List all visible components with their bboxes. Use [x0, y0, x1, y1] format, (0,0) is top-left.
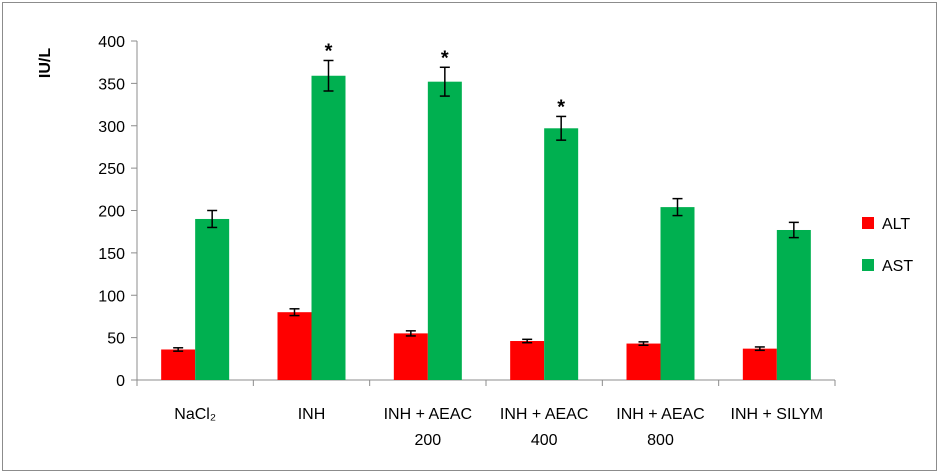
y-tick-label: 300: [98, 119, 125, 136]
bar-ast: [195, 218, 230, 380]
bar-ast: [544, 128, 579, 380]
significance-marker: *: [557, 96, 565, 118]
y-axis-label: IU/L: [37, 48, 54, 78]
legend-label-ast: AST: [882, 258, 913, 275]
bar-ast: [311, 75, 346, 380]
bar-alt: [161, 349, 196, 380]
x-tick-label: INH: [298, 406, 326, 423]
significance-marker: *: [441, 47, 449, 69]
x-tick-label: INH + AEAC: [616, 406, 704, 423]
bar-ast: [427, 81, 462, 381]
x-tick-label: 800: [647, 432, 674, 449]
legend-label-alt: ALT: [882, 216, 910, 233]
legend: ALT AST: [862, 216, 913, 275]
x-tick-label: INH + SILYM: [731, 406, 824, 423]
bar-alt: [393, 333, 428, 380]
x-tick-label: INH + AEAC: [500, 406, 588, 423]
bars: * * *: [161, 40, 811, 381]
y-tick-label: 250: [98, 161, 125, 178]
legend-swatch-alt: [862, 217, 874, 229]
significance-marker: *: [325, 40, 333, 62]
x-tick-label: 200: [414, 432, 441, 449]
axes: 0 50 100 150 200 250 300 350 400 IU/L NaCl₂ INH INH …: [37, 34, 836, 449]
y-tick-label: 350: [98, 76, 125, 93]
bar-alt: [626, 343, 661, 380]
bar-alt: [510, 341, 545, 380]
bar-ast: [776, 229, 811, 380]
y-tick-label: 50: [107, 331, 125, 348]
bar-ast: [660, 207, 695, 380]
x-tick-label: NaCl₂: [174, 406, 216, 423]
x-tick-label: 400: [531, 432, 558, 449]
bar-alt: [277, 312, 312, 380]
y-tick-label: 400: [98, 34, 125, 51]
y-tick-label: 100: [98, 288, 125, 305]
y-tick-label: 200: [98, 204, 125, 221]
bar-alt: [742, 348, 777, 380]
y-tick-label: 150: [98, 246, 125, 263]
y-tick-label: 0: [116, 373, 125, 390]
x-tick-label: INH + AEAC: [384, 406, 472, 423]
legend-swatch-ast: [862, 259, 874, 271]
